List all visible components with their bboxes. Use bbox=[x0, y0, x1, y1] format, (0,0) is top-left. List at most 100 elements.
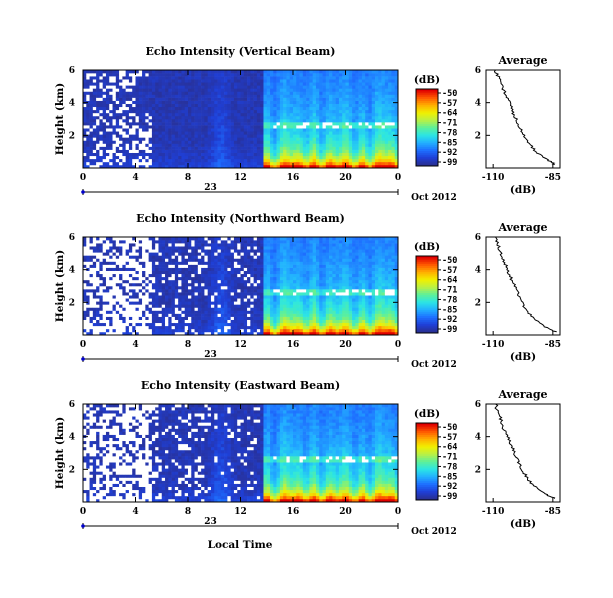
profile-x-label: (dB) bbox=[510, 351, 536, 363]
heatmap-cells bbox=[83, 70, 399, 169]
date-label: Oct 2012 bbox=[411, 527, 457, 537]
profile-line bbox=[494, 236, 557, 333]
profile-frame bbox=[485, 403, 561, 503]
colorbar-unit: (dB) bbox=[414, 408, 440, 420]
y-tick-label: 2 bbox=[69, 465, 75, 475]
y-tick-label: 4 bbox=[69, 99, 75, 109]
colorbar-tick-label: -57 bbox=[442, 99, 457, 109]
x-tick-label: 0 bbox=[80, 340, 86, 350]
colorbar-tick-label: -85 bbox=[442, 472, 457, 482]
profile-y-tick-label: 6 bbox=[475, 233, 481, 243]
y-tick-label: 6 bbox=[69, 233, 75, 243]
colorbar-tick-label: -85 bbox=[442, 305, 457, 315]
profile-title: Average bbox=[497, 54, 547, 67]
y-axis-label: Height (km) bbox=[54, 417, 66, 489]
day-label: 23 bbox=[204, 183, 217, 193]
profile-x-tick-label: -85 bbox=[545, 340, 561, 350]
profile-title: Average bbox=[497, 388, 547, 401]
profile-x-tick-label: -85 bbox=[545, 507, 561, 517]
x-tick-label: 0 bbox=[395, 507, 401, 517]
x-tick-label: 0 bbox=[80, 173, 86, 183]
x-tick-label: 8 bbox=[185, 173, 191, 183]
x-tick-label: 12 bbox=[234, 340, 247, 350]
colorbar-tick-label: -92 bbox=[442, 482, 457, 492]
profile-x-tick-label: -110 bbox=[482, 340, 505, 350]
colorbar bbox=[415, 255, 441, 334]
heatmap-cells bbox=[83, 237, 399, 336]
panel-title: Echo Intensity (Northward Beam) bbox=[136, 212, 345, 225]
y-tick-label: 4 bbox=[69, 433, 75, 443]
day-label: 23 bbox=[204, 517, 217, 527]
x-tick-label: 8 bbox=[185, 507, 191, 517]
colorbar bbox=[415, 88, 441, 167]
x-tick-label: 12 bbox=[234, 173, 247, 183]
x-tick-label: 20 bbox=[339, 507, 352, 517]
y-tick-label: 6 bbox=[69, 66, 75, 76]
y-tick-label: 2 bbox=[69, 298, 75, 308]
y-axis-label: Height (km) bbox=[54, 83, 66, 155]
colorbar-tick-label: -57 bbox=[442, 266, 457, 276]
y-tick-label: 2 bbox=[69, 131, 75, 141]
panel-title: Echo Intensity (Vertical Beam) bbox=[145, 45, 335, 58]
profile-x-tick-label: -110 bbox=[482, 173, 505, 183]
x-tick-label: 0 bbox=[395, 173, 401, 183]
colorbar-tick-label: -71 bbox=[442, 119, 457, 129]
heatmap-cells bbox=[83, 404, 399, 503]
profile-x-label: (dB) bbox=[510, 184, 536, 196]
panel-title: Echo Intensity (Eastward Beam) bbox=[141, 379, 340, 392]
colorbar-tick-label: -78 bbox=[442, 462, 457, 472]
x-tick-label: 8 bbox=[185, 340, 191, 350]
profile-title: Average bbox=[497, 221, 547, 234]
date-label: Oct 2012 bbox=[411, 193, 457, 203]
colorbar-tick-label: -64 bbox=[442, 443, 457, 453]
average-profile bbox=[485, 403, 561, 503]
colorbar-tick-label: -64 bbox=[442, 109, 457, 119]
y-tick-label: 4 bbox=[69, 266, 75, 276]
profile-frame bbox=[485, 69, 561, 169]
colorbar-tick-label: -50 bbox=[442, 256, 457, 266]
x-tick-label: 4 bbox=[132, 173, 138, 183]
colorbar-tick-label: -71 bbox=[442, 286, 457, 296]
profile-line bbox=[493, 69, 556, 166]
x-tick-label: 4 bbox=[132, 507, 138, 517]
colorbar-tick-label: -57 bbox=[442, 433, 457, 443]
panel-vertical-beam: Echo Intensity (Vertical Beam)642Height … bbox=[54, 45, 561, 203]
colorbar-tick-label: -92 bbox=[442, 148, 457, 158]
x-tick-label: 16 bbox=[287, 340, 300, 350]
profile-y-tick-label: 4 bbox=[475, 266, 481, 276]
profile-y-tick-label: 2 bbox=[475, 131, 481, 141]
profile-y-tick-label: 2 bbox=[475, 298, 481, 308]
colorbar-tick-label: -78 bbox=[442, 295, 457, 305]
colorbar bbox=[415, 422, 441, 501]
profile-x-label: (dB) bbox=[510, 518, 536, 530]
profile-y-tick-label: 6 bbox=[475, 66, 481, 76]
x-axis-label: Local Time bbox=[208, 539, 273, 551]
profile-x-tick-label: -85 bbox=[545, 173, 561, 183]
x-tick-label: 16 bbox=[287, 173, 300, 183]
panel-northward-beam: Echo Intensity (Northward Beam)642Height… bbox=[54, 212, 561, 370]
date-label: Oct 2012 bbox=[411, 360, 457, 370]
x-tick-label: 12 bbox=[234, 507, 247, 517]
colorbar-tick-label: -71 bbox=[442, 453, 457, 463]
colorbar-tick-label: -99 bbox=[442, 158, 457, 168]
x-tick-label: 0 bbox=[80, 507, 86, 517]
colorbar-tick-label: -99 bbox=[442, 492, 457, 502]
panel-eastward-beam: Echo Intensity (Eastward Beam) 6 4 2Height … bbox=[54, 379, 561, 537]
colorbar-tick-label: -50 bbox=[442, 423, 457, 433]
x-tick-label: 0 bbox=[395, 340, 401, 350]
x-tick-label: 4 bbox=[132, 340, 138, 350]
day-label: 23 bbox=[204, 350, 217, 360]
colorbar-tick-label: -92 bbox=[442, 315, 457, 325]
profile-frame bbox=[485, 236, 561, 336]
colorbar-tick-label: -78 bbox=[442, 128, 457, 138]
y-axis-label: Height (km) bbox=[54, 250, 66, 322]
x-tick-label: 20 bbox=[339, 173, 352, 183]
colorbar-tick-label: -99 bbox=[442, 325, 457, 335]
x-tick-label: 20 bbox=[339, 340, 352, 350]
y-tick-label: 6 bbox=[69, 400, 75, 410]
profile-y-tick-label: 6 bbox=[475, 400, 481, 410]
colorbar-tick-label: -64 bbox=[442, 276, 457, 286]
colorbar-unit: (dB) bbox=[414, 74, 440, 86]
average-profile bbox=[485, 236, 561, 336]
